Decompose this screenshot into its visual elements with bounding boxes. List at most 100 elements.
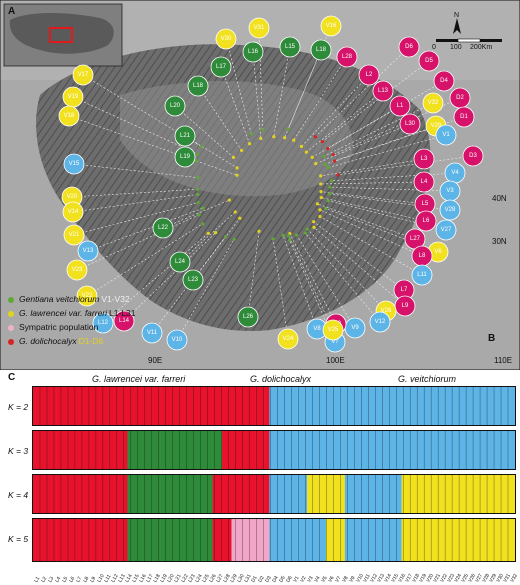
admixture-bar	[434, 475, 440, 513]
admixture-bar	[255, 431, 261, 469]
admixture-bar	[486, 431, 492, 469]
population-circle-l24: L24	[169, 251, 191, 273]
admixture-bar	[420, 519, 426, 561]
admixture-bar	[80, 475, 86, 513]
legend-row-sympatric: Sympatric population	[8, 322, 98, 332]
sample-point	[194, 159, 198, 163]
admixture-bar	[368, 519, 374, 561]
admixture-bar	[264, 387, 270, 425]
admixture-bar	[222, 475, 228, 513]
admixture-bar	[146, 387, 152, 425]
admixture-bar	[99, 519, 105, 561]
admixture-bar	[406, 519, 412, 561]
admixture-bar	[160, 431, 166, 469]
admixture-bar	[94, 519, 100, 561]
population-circle-l20: L20	[164, 95, 186, 117]
admixture-bar	[491, 475, 497, 513]
admixture-bar	[434, 519, 440, 561]
admixture-bar	[481, 431, 487, 469]
connector-line	[123, 232, 216, 322]
population-circle-label: D3	[469, 153, 477, 159]
admixture-bar	[222, 387, 228, 425]
admixture-bar	[297, 431, 303, 469]
admixture-bar	[84, 387, 91, 425]
lat-30-label: 30N	[492, 237, 507, 246]
admixture-bar	[373, 519, 379, 561]
connector-line	[247, 231, 260, 318]
population-circle-v24: V24	[277, 328, 299, 350]
admixture-bar	[439, 387, 445, 425]
admixture-bar	[51, 475, 57, 513]
admixture-bar	[439, 519, 445, 561]
admixture-bar	[401, 431, 407, 469]
admixture-bar	[141, 475, 147, 513]
sample-point	[320, 140, 324, 144]
legend-range: L1-L31	[109, 308, 136, 318]
admixture-bar	[250, 475, 256, 513]
population-circle-v21: V21	[63, 224, 85, 246]
population-circle-label: D6	[405, 44, 413, 50]
admixture-bar	[463, 387, 469, 425]
sample-point	[235, 173, 239, 177]
admixture-bar	[84, 519, 91, 561]
admixture-bar	[236, 519, 242, 561]
admixture-bar	[387, 519, 393, 561]
connector-line	[306, 90, 384, 153]
admixture-bar	[250, 387, 256, 425]
population-circle-l14: L14	[113, 310, 135, 332]
population-circle-fill	[152, 217, 174, 239]
admixture-bar	[231, 475, 237, 513]
admixture-bar	[165, 431, 171, 469]
admixture-bar	[411, 519, 417, 561]
sample-point	[223, 235, 228, 239]
population-circle-label: V17	[78, 72, 89, 78]
admixture-bar	[340, 387, 346, 425]
population-circle-v1: V1	[435, 124, 457, 146]
admixture-bar	[335, 475, 341, 513]
admixture-bar	[113, 519, 119, 561]
connector-line	[324, 125, 437, 165]
legend-dot-red	[8, 338, 14, 345]
admixture-bar	[297, 519, 303, 561]
admixture-bar	[203, 387, 209, 425]
admixture-bar	[496, 519, 502, 561]
admixture-bar	[325, 475, 332, 513]
population-circle-fill	[320, 15, 342, 37]
admixture-bar	[467, 475, 473, 513]
admixture-bar	[174, 475, 180, 513]
admixture-bar	[132, 519, 138, 561]
admixture-bar	[392, 387, 398, 425]
admixture-bar	[151, 519, 157, 561]
admixture-bar	[47, 431, 53, 469]
admixture-bar	[269, 475, 275, 513]
admixture-bar	[165, 387, 171, 425]
population-circle-label: L4	[421, 179, 428, 185]
admixture-bar	[127, 387, 133, 425]
admixture-bar	[472, 519, 478, 561]
north-arrow-icon	[453, 18, 461, 34]
admixture-bar	[89, 431, 95, 469]
population-circle-fill	[166, 329, 188, 351]
population-circle-l13: L13	[372, 80, 394, 102]
population-circle-fill	[72, 64, 94, 86]
scale-tick-100: 100	[450, 44, 462, 51]
admixture-bar	[226, 387, 232, 425]
admixture-bar	[486, 519, 492, 561]
sample-point	[319, 174, 323, 178]
admixture-bar	[269, 519, 275, 561]
admixture-bar	[500, 475, 506, 513]
admixture-bar	[307, 431, 313, 469]
connector-line	[331, 172, 456, 182]
admixture-bar	[302, 519, 308, 561]
sample-point	[281, 233, 285, 237]
population-circle-l4: L4	[413, 171, 435, 193]
population-circle-label: L23	[188, 277, 199, 283]
admixture-bar	[37, 387, 43, 425]
admixture-bar	[278, 519, 284, 561]
admixture-bar	[231, 387, 237, 425]
admixture-bar	[340, 431, 346, 469]
admixture-bar	[80, 519, 86, 561]
admixture-bar	[226, 519, 232, 561]
admixture-bar	[207, 475, 213, 513]
admixture-bar	[420, 475, 426, 513]
